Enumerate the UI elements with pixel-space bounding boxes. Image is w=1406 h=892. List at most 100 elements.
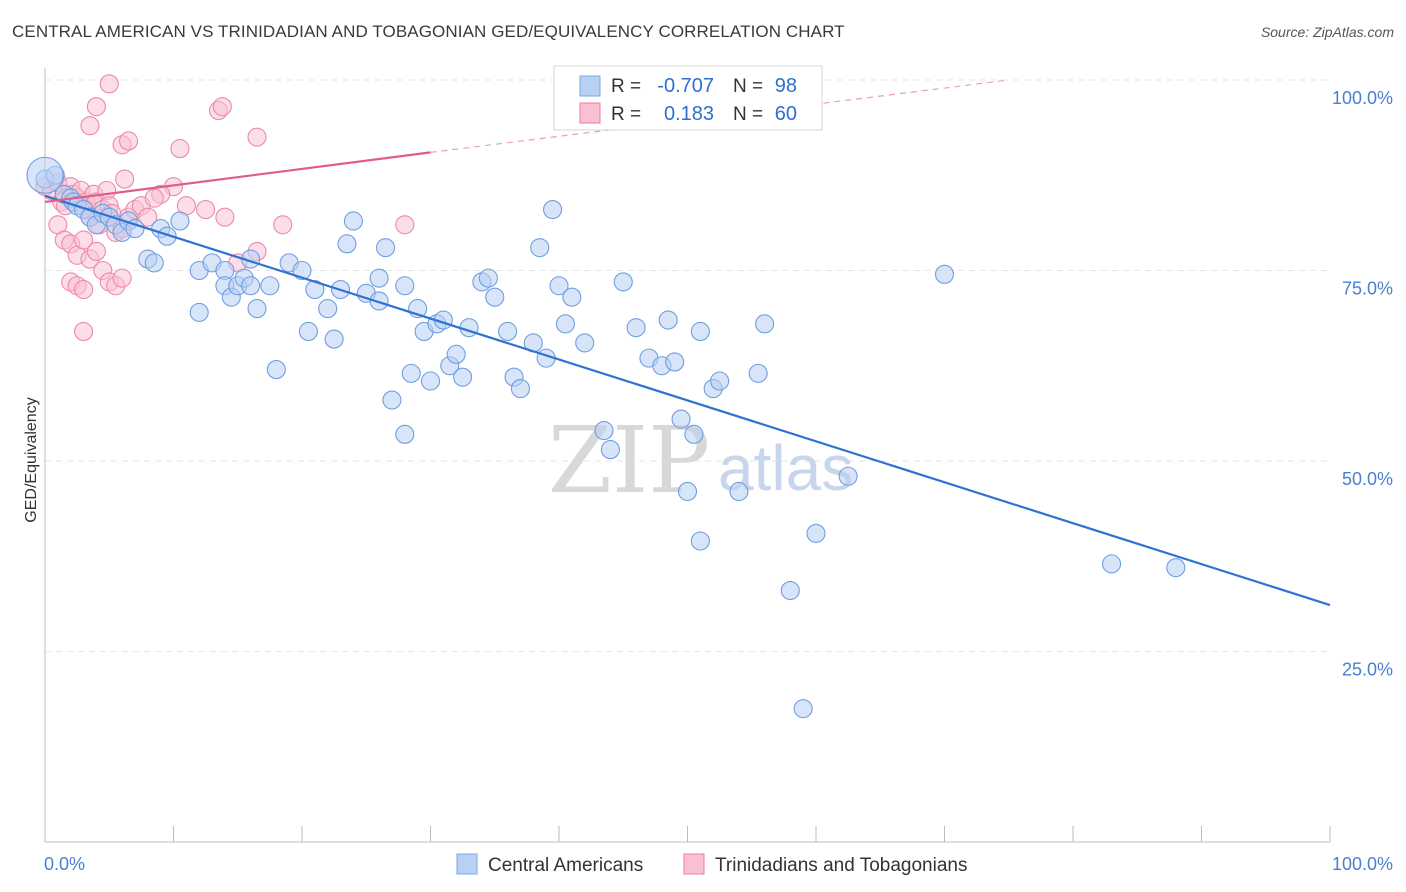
trinidadian-point (112, 268, 132, 288)
central-american-point (498, 321, 518, 342)
central-american-point (382, 390, 402, 410)
series-central-americans-points (26, 156, 1186, 719)
central-american-point (170, 211, 190, 231)
trinidadian-point (115, 169, 135, 189)
x-tick-label: 100.0% (1332, 854, 1393, 874)
central-american-point (562, 287, 582, 307)
central-american-point (658, 310, 678, 330)
trinidadian-point (215, 207, 235, 227)
series-legend-label-2: Trinidadians and Tobagonians (715, 855, 967, 876)
trinidadian-point (86, 97, 106, 117)
trend-lines (44, 79, 1331, 607)
central-american-point (324, 329, 344, 349)
trinidadian-point (74, 321, 94, 342)
series-legend: Central Americans Trinidadians and Tobag… (456, 853, 967, 876)
legend-r-value-2: 0.183 (664, 103, 714, 125)
central-american-point (395, 424, 415, 444)
central-american-point-large (26, 156, 64, 194)
trinidadian-point (247, 127, 267, 147)
central-american-point (748, 363, 768, 383)
central-american-point (710, 371, 730, 391)
trinidadian-point (74, 230, 94, 250)
trinidadian-point (273, 215, 293, 235)
central-american-point (247, 299, 267, 319)
legend-n-label-2: N = (733, 104, 763, 125)
y-tick-label: 25.0% (1342, 660, 1393, 680)
y-tick-labels: 100.0% 75.0% 50.0% 25.0% (1332, 88, 1393, 680)
central-american-point (395, 276, 415, 296)
central-american-point (1102, 554, 1122, 574)
legend-n-label-1: N = (733, 76, 763, 97)
trinidadian-point (144, 188, 164, 208)
central-american-point (478, 268, 498, 288)
trinidadian-point (212, 97, 232, 117)
central-american-point (600, 440, 620, 460)
stats-legend: R = -0.707 N = 98 R = 0.183 N = 60 (553, 65, 823, 131)
central-american-point (420, 371, 441, 391)
y-axis-title: GED/Equivalency (23, 397, 40, 522)
central-american-point (665, 352, 685, 372)
legend-r-label-2: R = (611, 104, 641, 125)
trend-line-trinidadians (44, 151, 431, 204)
legend-r-label-1: R = (611, 76, 641, 97)
central-american-point (793, 699, 813, 719)
central-american-point (157, 226, 177, 246)
central-american-point (266, 360, 286, 380)
trinidadian-point (138, 207, 158, 227)
central-american-point (292, 260, 312, 281)
central-american-point (626, 318, 646, 338)
central-american-point (144, 253, 164, 273)
trinidadian-point (99, 74, 119, 94)
central-american-point (755, 314, 775, 334)
central-american-point (343, 211, 363, 231)
central-american-point (671, 409, 691, 429)
legend-r-value-1: -0.707 (657, 75, 714, 97)
watermark: ZIP atlas (548, 407, 853, 514)
central-american-point (337, 234, 357, 254)
central-american-point (305, 279, 325, 300)
chart-title: CENTRAL AMERICAN VS TRINIDADIAN AND TOBA… (12, 22, 845, 41)
central-american-point (375, 238, 396, 258)
central-american-point (594, 420, 614, 441)
trinidadian-point (395, 215, 415, 235)
central-american-point (780, 580, 800, 601)
x-tick-label: 0.0% (44, 854, 85, 874)
central-american-point (549, 276, 569, 296)
trinidadian-point (80, 116, 100, 136)
central-american-point (934, 264, 955, 284)
central-american-point (298, 321, 318, 342)
central-american-point (1166, 558, 1186, 578)
central-american-point (260, 276, 280, 296)
y-tick-label: 75.0% (1342, 279, 1393, 299)
central-american-point (543, 199, 563, 220)
series-legend-swatch-blue (456, 853, 478, 875)
central-american-point (806, 523, 826, 543)
central-american-point (453, 367, 473, 387)
central-american-point (318, 299, 338, 319)
central-american-point (575, 333, 595, 353)
central-american-point (729, 481, 749, 502)
central-american-point (401, 363, 421, 383)
central-american-point (684, 424, 704, 444)
central-american-point (690, 321, 710, 342)
legend-n-value-1: 98 (775, 75, 797, 97)
trinidadian-point (74, 279, 94, 300)
legend-n-value-2: 60 (775, 103, 797, 125)
central-american-point (485, 287, 505, 307)
central-american-point (241, 276, 261, 296)
trend-line-central-americans (44, 194, 1331, 607)
grid-lines (45, 79, 1330, 652)
series-legend-label-1: Central Americans (488, 855, 643, 876)
series-legend-swatch-pink (683, 853, 705, 875)
legend-swatch-blue (579, 75, 601, 97)
y-tick-label: 50.0% (1342, 469, 1393, 489)
x-tick-labels: 0.0% 100.0% (44, 854, 1393, 874)
central-american-point (530, 238, 550, 258)
central-american-point (690, 531, 710, 551)
trinidadian-point (196, 199, 216, 220)
trinidadian-point (118, 131, 139, 151)
central-american-point (613, 272, 633, 292)
y-tick-label: 100.0% (1332, 88, 1393, 108)
central-american-point (510, 379, 531, 399)
